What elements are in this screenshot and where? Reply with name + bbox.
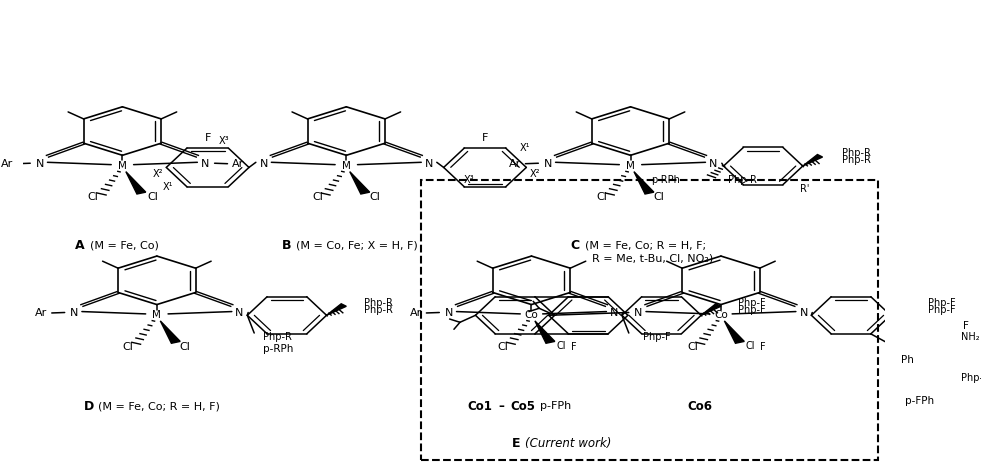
Text: p-FPh: p-FPh xyxy=(905,396,935,405)
Text: Co5: Co5 xyxy=(510,400,535,413)
Text: X²: X² xyxy=(152,169,163,179)
Text: E: E xyxy=(512,437,520,450)
Text: R = Me, t-Bu, Cl, NO₂): R = Me, t-Bu, Cl, NO₂) xyxy=(592,253,713,263)
Text: N: N xyxy=(201,159,209,169)
Text: X³: X³ xyxy=(219,136,230,146)
Polygon shape xyxy=(802,154,822,166)
Text: Cl: Cl xyxy=(313,192,324,202)
Text: Php-F: Php-F xyxy=(928,298,955,308)
Text: Cl: Cl xyxy=(147,192,158,202)
Text: NH₂: NH₂ xyxy=(960,332,979,342)
Polygon shape xyxy=(634,172,654,194)
Text: X¹: X¹ xyxy=(163,182,174,192)
Text: F: F xyxy=(571,342,577,352)
Text: p-FPh: p-FPh xyxy=(541,401,571,411)
Text: Cl: Cl xyxy=(87,192,98,202)
Text: X³: X³ xyxy=(463,175,474,185)
Text: p-RPh: p-RPh xyxy=(263,344,293,354)
Text: C: C xyxy=(570,239,580,252)
Text: N: N xyxy=(709,159,717,169)
Text: (M = Fe, Co; R = H, F): (M = Fe, Co; R = H, F) xyxy=(98,401,220,411)
Text: Co6: Co6 xyxy=(687,400,712,413)
Text: Cl: Cl xyxy=(746,341,755,351)
Text: M: M xyxy=(152,310,161,320)
Text: (Current work): (Current work) xyxy=(525,437,611,450)
Text: (M = Fe, Co; R = H, F;: (M = Fe, Co; R = H, F; xyxy=(585,240,706,250)
Text: Cl: Cl xyxy=(180,342,190,352)
Text: M: M xyxy=(626,161,635,171)
Text: Php-F: Php-F xyxy=(643,332,670,342)
Text: N: N xyxy=(425,159,434,169)
Text: (M = Co, Fe; X = H, F): (M = Co, Fe; X = H, F) xyxy=(296,240,418,250)
Text: Cl: Cl xyxy=(369,192,381,202)
Text: A: A xyxy=(75,239,84,252)
Polygon shape xyxy=(701,304,721,315)
Text: Ar: Ar xyxy=(1,159,13,169)
Text: M: M xyxy=(342,161,351,171)
Text: N: N xyxy=(610,308,618,318)
Text: N: N xyxy=(800,308,807,318)
Text: F: F xyxy=(204,133,211,143)
Text: Php-F: Php-F xyxy=(928,305,955,315)
Text: Ar: Ar xyxy=(410,308,422,318)
Text: F: F xyxy=(962,321,968,331)
Text: Cl: Cl xyxy=(123,342,133,352)
Text: X²: X² xyxy=(530,169,541,179)
Polygon shape xyxy=(327,304,346,315)
Text: Php-R: Php-R xyxy=(364,298,392,308)
Text: N: N xyxy=(35,159,44,169)
Text: B: B xyxy=(282,239,291,252)
Text: Cl: Cl xyxy=(653,192,664,202)
Text: Php-R: Php-R xyxy=(364,305,392,315)
Text: Co: Co xyxy=(714,310,728,320)
Text: N: N xyxy=(634,308,643,318)
Text: Php-F: Php-F xyxy=(738,305,766,315)
Text: Php-R: Php-R xyxy=(728,175,756,185)
Polygon shape xyxy=(350,172,370,194)
Text: Cl: Cl xyxy=(596,192,607,202)
Text: R': R' xyxy=(800,184,809,194)
Text: D: D xyxy=(83,400,94,413)
Text: Ar: Ar xyxy=(35,308,47,318)
Text: –: – xyxy=(498,400,504,413)
Text: Co: Co xyxy=(525,310,539,320)
Text: N: N xyxy=(70,308,78,318)
Text: (M = Fe, Co): (M = Fe, Co) xyxy=(89,240,159,250)
Polygon shape xyxy=(891,304,910,315)
Text: p-RPh: p-RPh xyxy=(651,175,681,185)
Text: N: N xyxy=(235,308,243,318)
Text: X¹: X¹ xyxy=(519,143,530,153)
Polygon shape xyxy=(724,321,745,343)
Text: Ar: Ar xyxy=(232,159,244,169)
Text: N: N xyxy=(259,159,268,169)
Text: Ph: Ph xyxy=(901,354,913,364)
Polygon shape xyxy=(535,321,555,343)
Text: Co1: Co1 xyxy=(467,400,491,413)
Text: N: N xyxy=(543,159,552,169)
Text: Cl: Cl xyxy=(687,342,697,352)
Text: N: N xyxy=(444,308,453,318)
Text: Php-R: Php-R xyxy=(842,155,870,165)
Text: Php-F: Php-F xyxy=(738,298,766,308)
Text: Ar: Ar xyxy=(509,159,521,169)
Text: M: M xyxy=(118,161,127,171)
Polygon shape xyxy=(160,321,181,343)
Polygon shape xyxy=(126,172,146,194)
Text: F: F xyxy=(482,133,489,143)
Text: Php-R: Php-R xyxy=(842,148,870,158)
Text: F: F xyxy=(760,342,766,352)
Text: Cl: Cl xyxy=(497,342,508,352)
Text: Php-R: Php-R xyxy=(263,332,292,342)
Text: Php-F: Php-F xyxy=(961,373,981,383)
Text: Cl: Cl xyxy=(556,341,565,351)
